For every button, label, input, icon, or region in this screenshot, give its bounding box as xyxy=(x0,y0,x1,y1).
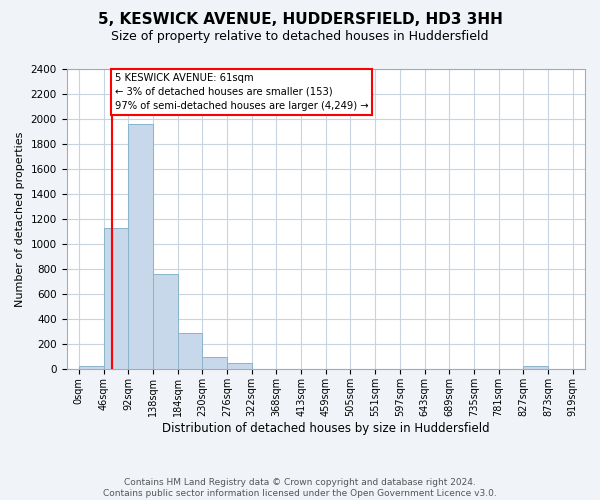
Bar xyxy=(153,274,178,370)
Text: Size of property relative to detached houses in Huddersfield: Size of property relative to detached ho… xyxy=(111,30,489,43)
Bar xyxy=(104,228,128,370)
Bar xyxy=(523,366,548,370)
Bar xyxy=(128,124,153,370)
Bar xyxy=(79,366,104,370)
Y-axis label: Number of detached properties: Number of detached properties xyxy=(15,132,25,307)
X-axis label: Distribution of detached houses by size in Huddersfield: Distribution of detached houses by size … xyxy=(162,422,490,435)
Bar xyxy=(202,357,227,370)
Text: 5, KESWICK AVENUE, HUDDERSFIELD, HD3 3HH: 5, KESWICK AVENUE, HUDDERSFIELD, HD3 3HH xyxy=(98,12,502,28)
Text: 5 KESWICK AVENUE: 61sqm
← 3% of detached houses are smaller (153)
97% of semi-de: 5 KESWICK AVENUE: 61sqm ← 3% of detached… xyxy=(115,73,368,111)
Bar xyxy=(178,332,202,370)
Bar xyxy=(227,363,251,370)
Text: Contains HM Land Registry data © Crown copyright and database right 2024.
Contai: Contains HM Land Registry data © Crown c… xyxy=(103,478,497,498)
